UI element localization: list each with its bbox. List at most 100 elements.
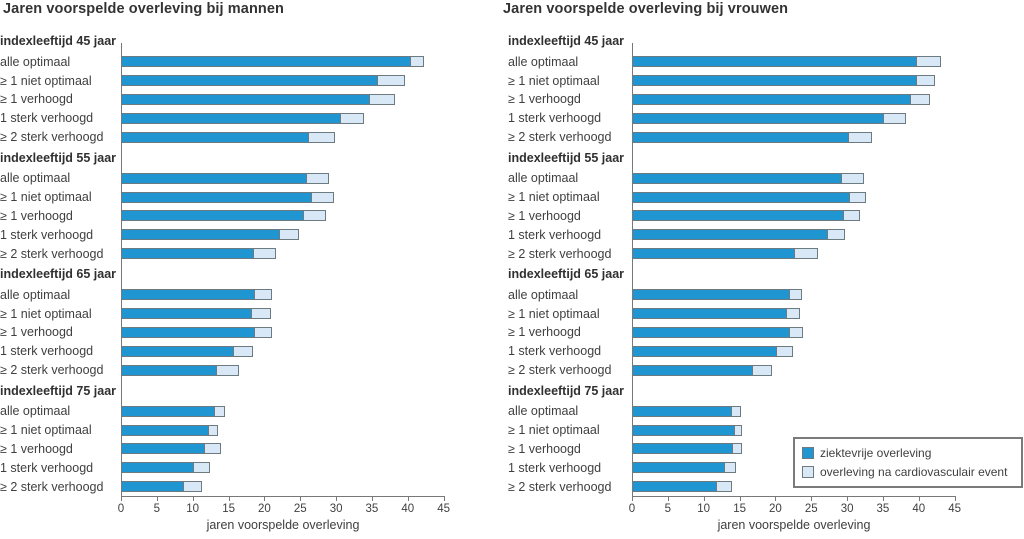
bar-segment-ziektevrij xyxy=(632,481,717,493)
bar-row: ≥ 1 niet optimaal xyxy=(0,188,470,207)
bar-row: ≥ 1 verhoogd xyxy=(503,323,973,342)
bar-row: alle optimaal xyxy=(0,53,470,72)
bar-segment-ziektevrij xyxy=(632,172,843,184)
bar-row: ≥ 2 sterk verhoogd xyxy=(0,244,470,263)
row-label: ≥ 1 niet optimaal xyxy=(0,306,92,321)
bar-track xyxy=(632,128,956,147)
x-axis-tick-label: 5 xyxy=(664,503,671,515)
x-axis-tick-label: 45 xyxy=(437,503,450,515)
x-axis-line xyxy=(121,496,445,497)
x-axis-tick xyxy=(918,497,920,501)
bar-segment-na-event xyxy=(302,210,326,222)
row-label: ≥ 2 sterk verhoogd xyxy=(508,130,612,145)
chart-vrouwen: Jaren voorspelde overleving bij vrouwen … xyxy=(503,0,973,539)
group-header: indexleeftijd 65 jaar xyxy=(0,267,117,282)
bar-track xyxy=(632,342,956,361)
bar-segment-na-event xyxy=(233,345,254,357)
bar-segment-na-event xyxy=(849,191,867,203)
bar-track xyxy=(632,71,956,90)
bar-segment-na-event xyxy=(723,462,737,474)
x-axis-label: jaren voorspelde overleving xyxy=(206,518,360,532)
bar-track xyxy=(121,207,445,226)
row-label: ≥ 1 verhoogd xyxy=(0,92,73,107)
bar-segment-ziektevrij xyxy=(632,345,777,357)
bar-track xyxy=(121,188,445,207)
bar-segment-ziektevrij xyxy=(121,462,195,474)
x-axis-tick-label: 30 xyxy=(840,503,854,515)
row-label: ≥ 2 sterk verhoogd xyxy=(508,246,612,261)
x-axis-tick xyxy=(443,497,445,501)
bar-row: ≥ 2 sterk verhoogd xyxy=(0,128,470,147)
bar-row: ≥ 2 sterk verhoogd xyxy=(503,361,973,380)
row-label: 1 sterk verhoogd xyxy=(0,111,94,126)
bar-row: ≥ 1 niet optimaal xyxy=(0,304,470,323)
bar-segment-ziektevrij xyxy=(632,131,850,143)
bar-segment-ziektevrij xyxy=(632,289,790,301)
bar-segment-na-event xyxy=(183,481,203,493)
row-label: ≥ 2 sterk verhoogd xyxy=(0,246,104,261)
bar-segment-ziektevrij xyxy=(632,210,844,222)
bar-row: ≥ 1 verhoogd xyxy=(0,207,470,226)
bar-row: ≥ 1 niet optimaal xyxy=(503,421,973,440)
bar-segment-na-event xyxy=(733,424,743,436)
bar-segment-ziektevrij xyxy=(632,229,828,241)
bar-segment-na-event xyxy=(203,443,222,455)
x-axis-tick xyxy=(632,497,633,501)
bar-track xyxy=(121,128,445,147)
bar-track xyxy=(632,188,956,207)
row-label: ≥ 2 sterk verhoogd xyxy=(0,479,104,494)
bar-row: ≥ 1 verhoogd xyxy=(503,440,973,459)
bar-track xyxy=(121,421,445,440)
row-label: ≥ 1 niet optimaal xyxy=(0,73,92,88)
bar-track xyxy=(632,90,956,109)
bar-segment-ziektevrij xyxy=(121,131,309,143)
x-axis-tick-label: 45 xyxy=(948,503,961,515)
bar-segment-na-event xyxy=(842,210,861,222)
x-axis-line xyxy=(632,496,956,497)
bar-row: alle optimaal xyxy=(503,402,973,421)
bar-segment-ziektevrij xyxy=(121,93,370,105)
row-label: ≥ 1 niet optimaal xyxy=(508,423,600,438)
bar-row: alle optimaal xyxy=(503,285,973,304)
x-axis-tick xyxy=(667,497,669,501)
bar-row: ≥ 2 sterk verhoogd xyxy=(503,477,973,496)
bar-segment-na-event xyxy=(216,364,239,376)
bar-segment-ziektevrij xyxy=(121,112,342,124)
bar-segment-na-event xyxy=(340,112,365,124)
bar-segment-ziektevrij xyxy=(121,345,235,357)
row-label: ≥ 2 sterk verhoogd xyxy=(0,130,104,145)
x-axis-tick-label: 0 xyxy=(117,503,125,515)
bar-segment-na-event xyxy=(793,248,819,260)
bar-row: 1 sterk verhoogd xyxy=(503,109,973,128)
row-label: ≥ 1 verhoogd xyxy=(0,325,73,340)
bar-segment-na-event xyxy=(848,131,872,143)
group-header: indexleeftijd 55 jaar xyxy=(0,150,117,165)
row-label: ≥ 1 niet optimaal xyxy=(0,190,92,205)
bar-track xyxy=(121,361,445,380)
bar-segment-na-event xyxy=(193,462,210,474)
bar-row: 1 sterk verhoogd xyxy=(0,109,470,128)
x-axis-tick-label: 35 xyxy=(876,503,890,515)
x-axis-tick xyxy=(407,497,409,501)
bar-segment-na-event xyxy=(788,326,803,338)
bar-track xyxy=(121,285,445,304)
bar-row: ≥ 2 sterk verhoogd xyxy=(503,128,973,147)
bar-track xyxy=(632,53,956,72)
bar-segment-ziektevrij xyxy=(632,364,753,376)
row-label: ≥ 1 niet optimaal xyxy=(508,190,600,205)
row-label: 1 sterk verhoogd xyxy=(0,227,94,242)
bar-track xyxy=(121,225,445,244)
bar-segment-na-event xyxy=(410,56,424,68)
bar-segment-na-event xyxy=(252,248,277,260)
legend-item-ziektevrij: ziektevrije overleving xyxy=(802,446,1014,460)
bar-row: ≥ 1 verhoogd xyxy=(0,323,470,342)
bar-track xyxy=(121,109,445,128)
bar-segment-ziektevrij xyxy=(121,229,280,241)
bar-segment-ziektevrij xyxy=(632,462,725,474)
x-axis-tick xyxy=(371,497,373,501)
x-axis-tick xyxy=(811,497,813,501)
row-label: ≥ 1 niet optimaal xyxy=(508,306,600,321)
bar-segment-na-event xyxy=(251,308,271,320)
bar-segment-ziektevrij xyxy=(121,56,412,68)
bar-track xyxy=(121,90,445,109)
